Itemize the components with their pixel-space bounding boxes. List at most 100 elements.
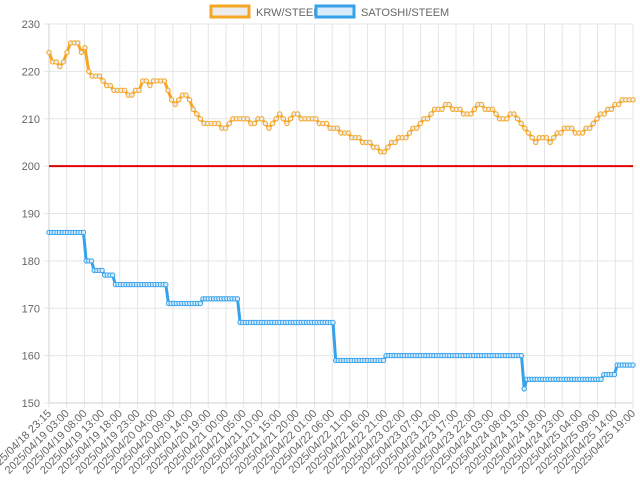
data-point (414, 125, 420, 131)
data-point (86, 68, 92, 75)
data-point (424, 116, 431, 122)
data-point (244, 116, 251, 122)
series-line (49, 230, 633, 391)
data-point (82, 45, 88, 51)
y-tick-label: 210 (22, 114, 40, 126)
data-point (280, 116, 286, 122)
data-point (598, 376, 604, 382)
data-point (88, 258, 95, 264)
data-point (615, 101, 622, 108)
data-point (99, 267, 105, 274)
y-tick-label: 180 (22, 256, 40, 268)
data-point (504, 116, 510, 122)
data-point (446, 101, 452, 108)
data-point (80, 229, 87, 236)
data-point (551, 135, 557, 141)
y-tick-label: 160 (22, 351, 40, 363)
data-point (194, 111, 200, 117)
data-point (215, 120, 222, 127)
data-point (234, 296, 241, 302)
data-point (630, 97, 636, 103)
data-point (53, 59, 59, 65)
data-point (64, 49, 70, 56)
data-point (57, 63, 63, 70)
legend-label: KRW/STEEM (256, 7, 322, 19)
data-point (385, 144, 391, 150)
y-tick-label: 170 (22, 303, 40, 315)
data-point (251, 120, 258, 127)
data-point (330, 319, 336, 326)
data-point (543, 135, 550, 141)
data-point (558, 130, 564, 136)
data-point (630, 362, 636, 368)
data-point (143, 78, 150, 84)
y-tick-label: 230 (22, 19, 40, 31)
y-tick-label: 150 (22, 398, 40, 410)
data-point (287, 116, 294, 122)
grid (48, 23, 634, 404)
data-point (190, 106, 196, 113)
data-point (262, 120, 268, 127)
data-point (136, 87, 142, 94)
data-point (380, 357, 387, 364)
data-point (439, 106, 445, 113)
data-point (165, 87, 171, 94)
data-point (110, 272, 116, 278)
data-point (163, 281, 169, 288)
data-point (587, 125, 593, 131)
data-point (590, 120, 596, 127)
data-point (529, 135, 535, 141)
data-point (273, 116, 279, 122)
data-point (269, 120, 276, 127)
data-point (493, 111, 499, 117)
data-point (356, 135, 362, 141)
y-tick-label: 220 (22, 66, 40, 78)
data-point (172, 101, 178, 108)
data-point (295, 111, 301, 117)
data-point (392, 139, 398, 146)
data-point (284, 120, 290, 127)
data-point (406, 130, 413, 136)
data-point (381, 149, 387, 155)
data-point (471, 106, 478, 113)
series-2 (46, 229, 636, 392)
data-point (489, 106, 496, 113)
series-layer (46, 40, 636, 392)
legend-item-2[interactable]: SATOSHI/STEEM (314, 4, 449, 19)
data-point (457, 106, 463, 113)
data-point (533, 139, 539, 146)
data-point (403, 135, 409, 141)
data-point (611, 371, 618, 378)
data-point (428, 111, 434, 117)
data-point (547, 139, 553, 146)
data-point (60, 59, 67, 65)
data-point (277, 111, 283, 117)
data-point (569, 125, 575, 131)
data-point (511, 111, 517, 117)
legend-swatch (314, 4, 356, 19)
data-point (183, 92, 189, 98)
y-axis: 150 160 170 180 190 200 210 220 230 (22, 19, 49, 410)
data-point (161, 78, 168, 84)
data-point (147, 82, 153, 89)
data-point (417, 120, 423, 127)
data-point (374, 144, 380, 150)
data-point (594, 116, 600, 122)
data-point (78, 49, 85, 56)
data-point (334, 125, 341, 131)
data-point (222, 125, 229, 131)
data-point (122, 87, 128, 94)
legend-label: SATOSHI/STEEM (361, 7, 449, 19)
legend-swatch (209, 4, 251, 19)
data-point (197, 116, 204, 122)
data-point (100, 78, 106, 84)
data-point (266, 125, 272, 131)
y-tick-label: 190 (22, 209, 40, 221)
legend[interactable]: KRW/STEEM SATOSHI/STEEM (209, 4, 449, 19)
data-point (468, 111, 474, 117)
data-point (518, 120, 524, 127)
legend-item-1[interactable]: KRW/STEEM (209, 4, 322, 19)
data-point (107, 82, 114, 89)
data-point (345, 130, 351, 136)
